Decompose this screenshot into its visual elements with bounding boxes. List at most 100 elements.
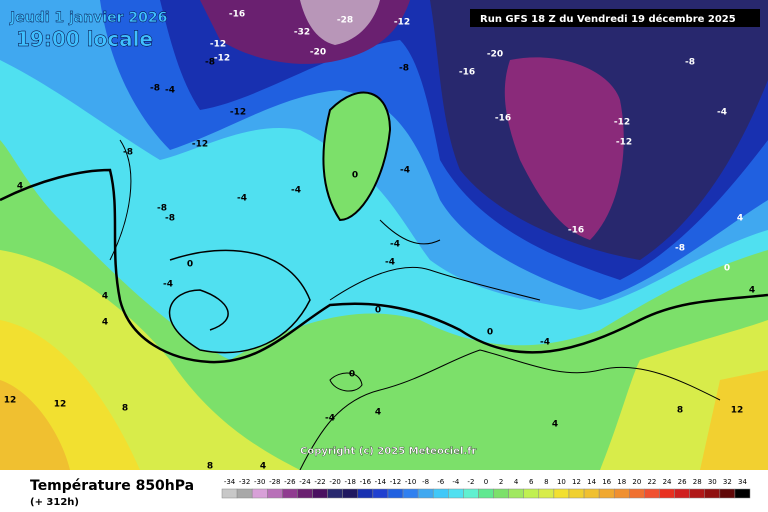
map-label: 4	[17, 182, 23, 192]
map-label: 8	[677, 406, 683, 416]
map-label: -4	[540, 338, 550, 348]
copyright: Copyright (c) 2025 Meteociel.fr	[300, 446, 477, 457]
scale-label: -32	[239, 478, 250, 486]
scale-label: -10	[405, 478, 416, 486]
scale-swatch	[236, 488, 253, 499]
scale-swatch	[659, 488, 675, 499]
map-label: 4	[102, 292, 108, 302]
scale-label: -24	[299, 478, 311, 486]
scale-label: 14	[587, 478, 596, 486]
scale-label: 16	[602, 478, 611, 486]
scale-swatch	[704, 488, 721, 499]
map-label: -12	[214, 54, 230, 64]
scale-label: -2	[467, 478, 474, 486]
map-label: 4	[260, 462, 266, 472]
map-label: 12	[731, 406, 744, 416]
map-label: -12	[230, 108, 246, 118]
map-label: -16	[459, 68, 475, 78]
scale-swatch	[508, 488, 524, 499]
scale-swatch	[523, 488, 540, 499]
scale-label: -22	[314, 478, 325, 486]
scale-label: -8	[422, 478, 429, 486]
map-label: -12	[614, 118, 630, 128]
scale-label: 6	[529, 478, 534, 486]
run-box	[470, 9, 760, 27]
map-label: -4	[390, 240, 400, 250]
map-label: 12	[54, 400, 67, 410]
scale-label: 32	[723, 478, 732, 486]
scale-label: -20	[329, 478, 340, 486]
map-label: 8	[207, 462, 213, 472]
map-label: -8	[685, 58, 695, 68]
scale-swatch	[568, 488, 585, 499]
scale-swatch	[357, 488, 374, 499]
map-label: 4	[552, 420, 558, 430]
scale-swatch	[463, 488, 479, 499]
scale-label: -16	[360, 478, 372, 486]
map-label: -8	[150, 84, 160, 94]
map-label: 4	[749, 286, 755, 296]
scale-label: 0	[484, 478, 488, 486]
map-label: -20	[310, 48, 326, 58]
map-label: -4	[717, 108, 727, 118]
map-label: 12	[4, 396, 17, 406]
scale-swatch	[493, 488, 509, 499]
map-label: -4	[291, 186, 301, 196]
map-labels: -16-12-12-8-8 -4-12-12-8-4-8-80-44400-444…	[4, 10, 755, 472]
scale-label: 2	[499, 478, 503, 486]
scale-swatch	[282, 488, 298, 499]
scale-swatch	[553, 488, 570, 499]
scale-label: 18	[617, 478, 626, 486]
map-label: 0	[375, 306, 381, 316]
scale-swatch	[689, 488, 705, 499]
map-label: -28	[337, 16, 353, 26]
scale-swatch	[583, 488, 600, 499]
map-label: -8	[165, 214, 175, 224]
map-label: -20	[487, 50, 503, 60]
map-label: -4	[163, 280, 173, 290]
scale-label: -28	[269, 478, 280, 486]
color-scale: -34 -32 -30 -28 -26 -24 -22 -20 -18 -16 -14 -12 -10-…	[221, 478, 751, 499]
map-label: -4	[385, 258, 395, 268]
scale-swatch	[448, 488, 464, 499]
map-label: -16	[495, 114, 511, 124]
map-label: -8	[675, 244, 685, 254]
scale-swatch	[478, 488, 494, 499]
map-label: 4	[375, 408, 381, 418]
map	[0, 0, 768, 470]
map-label: 0	[724, 264, 730, 274]
scale-swatch	[629, 488, 645, 499]
map-label: -4	[400, 166, 410, 176]
map-label: -12	[192, 140, 208, 150]
scale-label: 12	[572, 478, 581, 486]
scale-label: 4	[514, 478, 519, 486]
scale-label: -34	[224, 478, 236, 486]
scale-label: 30	[708, 478, 717, 486]
scale-swatch	[402, 488, 419, 499]
scale-swatch	[387, 488, 404, 499]
scale-label: -26	[284, 478, 296, 486]
map-label: -32	[294, 28, 310, 38]
scale-swatch	[432, 488, 449, 499]
map-label: 0	[349, 370, 355, 380]
map-label: 0	[187, 260, 193, 270]
map-label: -16	[568, 226, 584, 236]
scale-swatch	[251, 488, 268, 499]
scale-label: 22	[647, 478, 656, 486]
map-label: -8	[123, 148, 133, 158]
map-label: -4	[325, 414, 335, 424]
scale-swatch	[538, 488, 555, 499]
scale-label: -14	[375, 478, 387, 486]
lead-time: (+ 312h)	[30, 497, 79, 508]
scale-label: -30	[254, 478, 265, 486]
map-label: -12	[616, 138, 632, 148]
map-label: -8	[205, 58, 215, 68]
scale-label: 28	[693, 478, 702, 486]
field-label: Température 850hPa	[30, 478, 194, 494]
contour-line	[0, 168, 768, 364]
scale-swatch	[417, 488, 434, 499]
scale-label: 26	[678, 478, 687, 486]
map-label: -12	[394, 18, 410, 28]
map-label: 4	[737, 214, 743, 224]
